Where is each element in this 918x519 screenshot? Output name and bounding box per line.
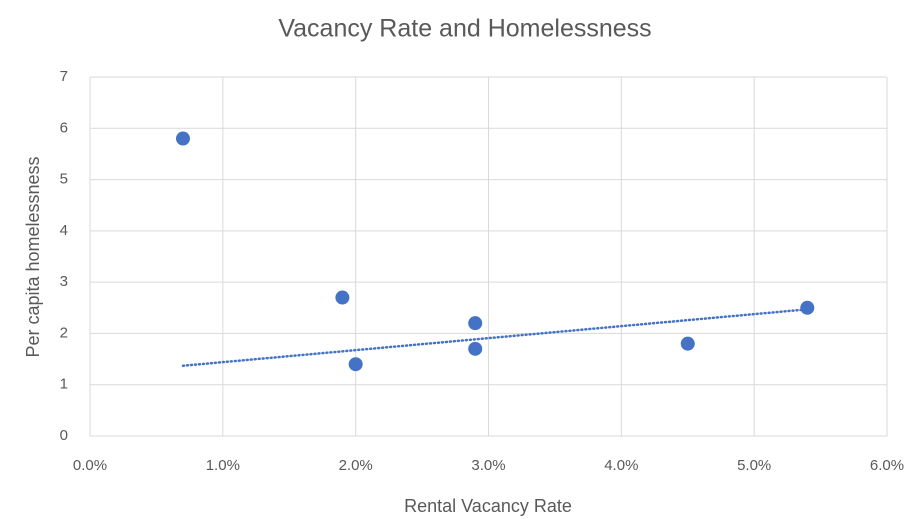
x-tick-label: 2.0% [339,457,373,474]
scatter-point [800,300,815,315]
chart-title: Vacancy Rate and Homelessness [278,15,651,43]
y-tick-label: 3 [60,273,68,290]
x-tick-label: 6.0% [870,457,904,474]
x-tick-label: 0.0% [73,457,107,474]
y-axis-title: Per capita homelessness [23,156,43,357]
x-tick-label: 1.0% [206,457,240,474]
y-tick-label: 7 [60,68,68,85]
trendline [181,308,809,367]
y-tick-label: 4 [60,222,68,239]
y-tick-label: 1 [60,376,68,393]
x-tick-label: 5.0% [737,457,771,474]
scatter-point [335,290,350,305]
scatter-point [680,336,695,351]
scatter-point [468,316,483,331]
y-tick-label: 0 [60,427,68,444]
y-tick-label: 6 [60,119,68,136]
x-axis-title: Rental Vacancy Rate [404,496,572,516]
scatter-point [175,131,190,146]
x-tick-label: 4.0% [604,457,638,474]
y-tick-label: 2 [60,324,68,341]
x-tick-label: 3.0% [471,457,505,474]
scatter-point [468,341,483,356]
y-tick-label: 5 [60,171,68,188]
scatter-point [348,357,363,372]
